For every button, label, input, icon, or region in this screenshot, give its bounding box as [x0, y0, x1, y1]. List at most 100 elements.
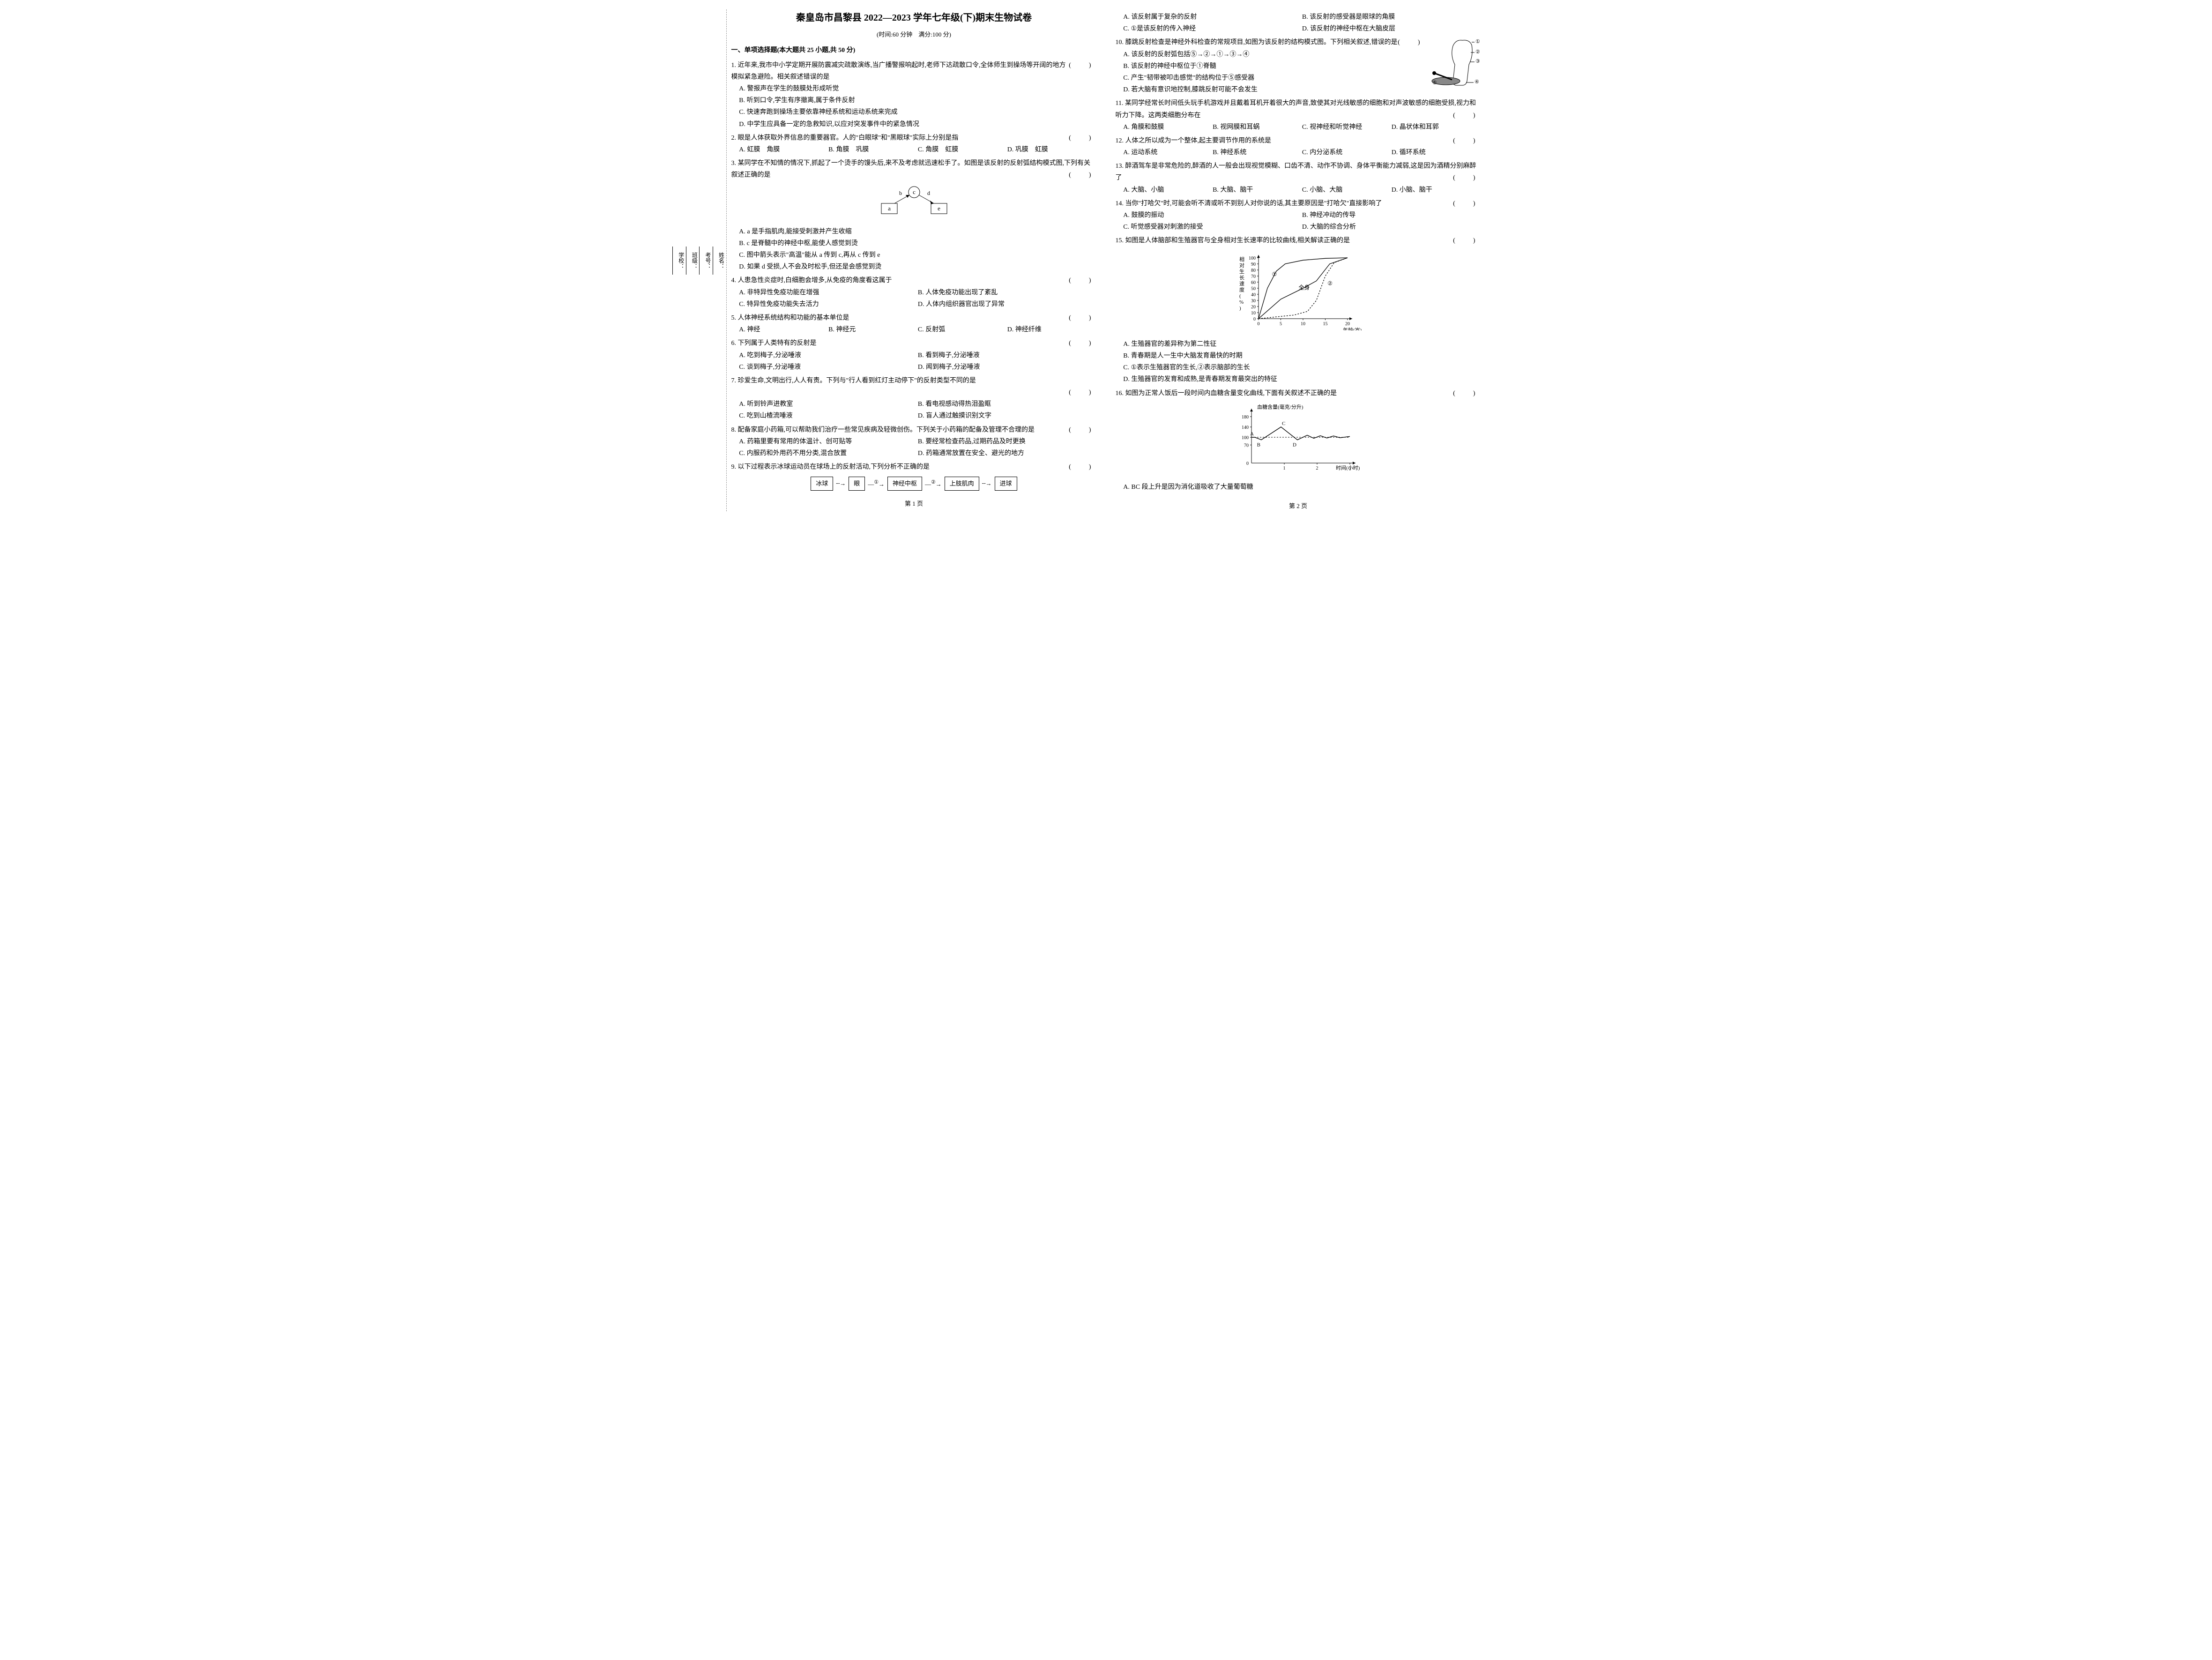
answer-blank: ( )	[1069, 169, 1096, 181]
svg-text:全身: 全身	[1298, 284, 1310, 291]
page-number-1: 第 1 页	[731, 498, 1097, 509]
q11-opt-d: D. 晶状体和耳郭	[1392, 121, 1481, 133]
svg-text:100: 100	[1249, 256, 1256, 261]
binding-class: 班级：	[686, 247, 700, 275]
svg-text:年龄(岁): 年龄(岁)	[1343, 327, 1362, 330]
q9-flow-1: 眼	[849, 477, 865, 490]
binding-margin: 姓名： 考号： 班级： 学校：	[703, 9, 727, 511]
q3-label-a: a	[888, 205, 891, 212]
q8-opt-c: C. 内服药和外用药不用分类,混合放置	[739, 448, 918, 459]
q3-opt-b: B. c 是脊髓中的神经中枢,能使人感觉到烫	[739, 238, 1096, 249]
answer-blank: ( )	[1069, 132, 1096, 144]
q9-flow-3: 上肢肌肉	[945, 477, 979, 490]
q12-opt-d: D. 循环系统	[1392, 147, 1481, 158]
q12-opt-a: A. 运动系统	[1123, 147, 1213, 158]
answer-blank: ( )	[1453, 388, 1481, 399]
q3-label-c: c	[913, 188, 916, 195]
q2-opt-c: C. 角膜 虹膜	[918, 144, 1007, 156]
q3-opt-c: C. 图中箭头表示"高温"能从 a 传到 c,再从 c 传到 e	[739, 249, 1096, 261]
svg-text:相: 相	[1239, 256, 1244, 262]
q6-opt-b: B. 看到梅子,分泌唾液	[918, 350, 1097, 361]
q6-opt-d: D. 闻到梅子,分泌唾液	[918, 361, 1097, 373]
q15-opt-b: B. 青春期是人一生中大脑发育最快的时期	[1123, 350, 1481, 362]
q9-flow: 冰球 ┄→ 眼 —①→ 神经中枢 —②→ 上肢肌肉 ┄→ 进球	[731, 477, 1097, 490]
q3-label-d: d	[927, 190, 930, 196]
q5-opt-a: A. 神经	[739, 324, 828, 336]
q7-opt-a: A. 听到铃声进教室	[739, 398, 918, 410]
dashed-arrow-icon: ┄→	[982, 478, 992, 489]
svg-text:180: 180	[1242, 415, 1249, 420]
q14-opt-a: A. 鼓膜的振动	[1123, 209, 1302, 221]
answer-blank: ( )	[1069, 424, 1096, 436]
svg-text:0: 0	[1257, 322, 1259, 327]
svg-text:A: A	[1250, 431, 1254, 437]
binding-name-label: 姓名：	[716, 252, 726, 269]
q4-opt-b: B. 人体免疫功能出现了紊乱	[918, 287, 1097, 299]
question-7: 7. 珍爱生命,文明出行,人人有责。下列与"行人看到红灯主动停下"的反射类型不同…	[731, 375, 1097, 422]
q4-stem: 4. 人患急性炎症时,白细胞会增多,从免疫的角度看这属于	[731, 277, 892, 284]
svg-text:70: 70	[1244, 443, 1249, 448]
answer-blank: ( )	[1069, 461, 1096, 473]
q3-stem: 3. 某同学在不知情的情况下,抓起了一个烫手的馒头后,来不及考虑就迅速松手了。如…	[731, 160, 1091, 179]
svg-text:⑤: ⑤	[1432, 80, 1437, 86]
answer-blank: ( )	[1069, 312, 1096, 324]
q3-label-e: e	[938, 205, 940, 212]
q9-flow-2: 神经中枢	[887, 477, 922, 490]
q7-opt-b: B. 看电视感动得热泪盈眶	[918, 398, 1097, 410]
exam-subtitle: (时间:60 分钟 满分:100 分)	[731, 29, 1097, 40]
q9-flow-4: 进球	[995, 477, 1017, 490]
svg-text:时间(小时): 时间(小时)	[1336, 465, 1360, 471]
q3-opt-d: D. 如果 d 受损,人不会及时松手,但还是会感觉到烫	[739, 261, 1096, 273]
q4-opt-a: A. 非特异性免疫功能在增强	[739, 287, 918, 299]
svg-text:20: 20	[1345, 322, 1350, 327]
svg-text:15: 15	[1323, 322, 1327, 327]
svg-text:D: D	[1293, 442, 1296, 448]
q3-diagram: a e c b d	[731, 185, 1097, 222]
answer-blank: ( )	[1069, 60, 1096, 71]
q12-opt-c: C. 内分泌系统	[1302, 147, 1392, 158]
q10-opt-b: B. 该反射的神经中枢位于①脊髓	[1123, 60, 1481, 72]
q2-opt-a: A. 虹膜 角膜	[739, 144, 828, 156]
q14-opt-d: D. 大脑的综合分析	[1302, 221, 1481, 233]
svg-text:90: 90	[1251, 262, 1256, 267]
q12-opt-b: B. 神经系统	[1213, 147, 1302, 158]
q11-opt-a: A. 角膜和鼓膜	[1123, 121, 1213, 133]
answer-blank: ( )	[1069, 337, 1096, 349]
q5-stem: 5. 人体神经系统结构和功能的基本单位是	[731, 314, 849, 322]
svg-text:140: 140	[1242, 425, 1249, 430]
svg-text:2: 2	[1316, 466, 1318, 471]
svg-text:20: 20	[1251, 305, 1256, 310]
q4-opt-c: C. 特异性免疫功能失去活力	[739, 299, 918, 310]
svg-text:5: 5	[1280, 322, 1282, 327]
svg-text:④: ④	[1475, 79, 1479, 85]
answer-blank: ( )	[1069, 389, 1096, 396]
q15-opt-c: C. ①表示生殖器官的生长,②表示脑部的生长	[1123, 362, 1481, 374]
q3-label-b: b	[899, 190, 902, 196]
svg-text:速: 速	[1239, 281, 1244, 287]
q9-flow-0: 冰球	[811, 477, 833, 490]
answer-blank: ( )	[1453, 235, 1481, 247]
page-2: A. 该反射属于复杂的反射 B. 该反射的感受器是眼球的角膜 C. ①是该反射的…	[1116, 9, 1481, 511]
answer-blank: ( )	[1453, 110, 1481, 121]
arrow-icon: —②→	[925, 478, 942, 490]
q14-opt-c: C. 听觉感受器对刺激的接受	[1123, 221, 1302, 233]
question-4: 4. 人患急性炎症时,白细胞会增多,从免疫的角度看这属于 ( ) A. 非特异性…	[731, 275, 1097, 310]
svg-text:①: ①	[1475, 39, 1480, 45]
answer-blank: ( )	[1453, 172, 1481, 184]
q15-stem: 15. 如图是人体脑部和生殖器官与全身相对生长速率的比较曲线,相关解读正确的是	[1116, 237, 1350, 244]
q2-opt-d: D. 巩膜 虹膜	[1007, 144, 1097, 156]
question-13: 13. 醉酒驾车是非常危险的,醉酒的人一般会出现视觉模糊、口齿不清、动作不协调、…	[1116, 160, 1481, 196]
q11-opt-c: C. 视神经和听觉神经	[1302, 121, 1392, 133]
answer-blank: ( )	[1453, 135, 1481, 147]
q16-stem: 16. 如图为正常人饭后一段时间内血糖含量变化曲线,下面有关叙述不正确的是	[1116, 390, 1337, 397]
svg-text:度: 度	[1239, 286, 1244, 293]
q15-opt-d: D. 生殖器官的发育和成熟,是青春期发育最突出的特征	[1123, 374, 1481, 385]
q8-stem: 8. 配备家庭小药箱,可以帮助我们治疗一些常见疾病及轻微创伤。下列关于小药箱的配…	[731, 426, 1035, 434]
svg-text:0: 0	[1246, 461, 1249, 466]
page-1: 秦皇岛市昌黎县 2022—2023 学年七年级(下)期末生物试卷 (时间:60 …	[731, 9, 1097, 511]
svg-text:②: ②	[1475, 49, 1480, 55]
q10-figure: ① ② ③ ⑤ ④	[1430, 37, 1481, 92]
q9-opt-b: B. 该反射的感受器是眼球的角膜	[1302, 11, 1481, 23]
q13-opt-c: C. 小脑、大脑	[1302, 184, 1392, 196]
svg-text:70: 70	[1251, 274, 1256, 279]
